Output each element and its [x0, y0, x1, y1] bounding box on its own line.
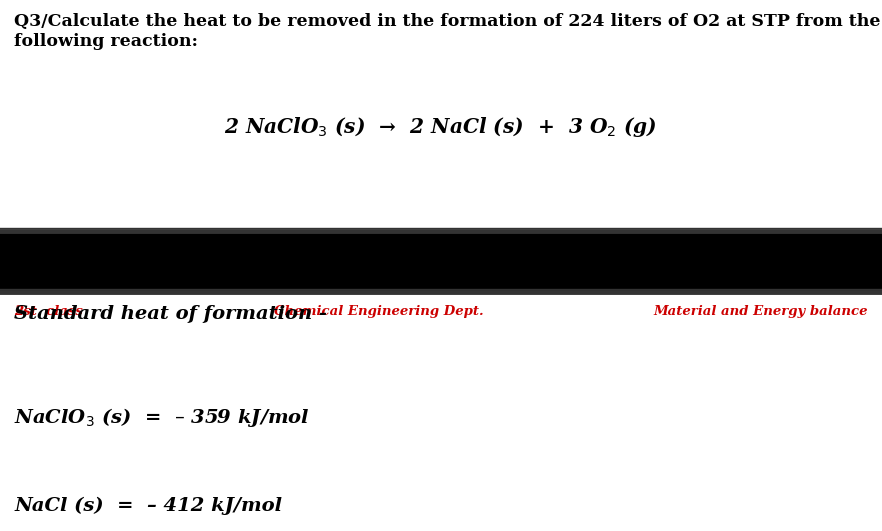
Bar — [0, 292, 882, 531]
Text: Chemical Engineering Dept.: Chemical Engineering Dept. — [274, 305, 484, 318]
Bar — [0, 231, 882, 292]
Text: 2 NaClO$_3$ (s)  →  2 NaCl (s)  +  3 O$_2$ (g): 2 NaClO$_3$ (s) → 2 NaCl (s) + 3 O$_2$ (… — [224, 115, 658, 139]
Bar — [0, 0, 882, 231]
Text: Material and Energy balance: Material and Energy balance — [654, 305, 868, 318]
Text: Q3/Calculate the heat to be removed in the formation of 224 liters of O2 at STP : Q3/Calculate the heat to be removed in t… — [14, 13, 880, 50]
Text: NaClO$_3$ (s)  =  – 359 kJ/mol: NaClO$_3$ (s) = – 359 kJ/mol — [14, 406, 310, 429]
Text: NaCl (s)  =  – 412 kJ/mol: NaCl (s) = – 412 kJ/mol — [14, 496, 282, 515]
Text: 2st  class: 2st class — [14, 305, 83, 318]
Text: Standard heat of formation -: Standard heat of formation - — [14, 305, 327, 323]
